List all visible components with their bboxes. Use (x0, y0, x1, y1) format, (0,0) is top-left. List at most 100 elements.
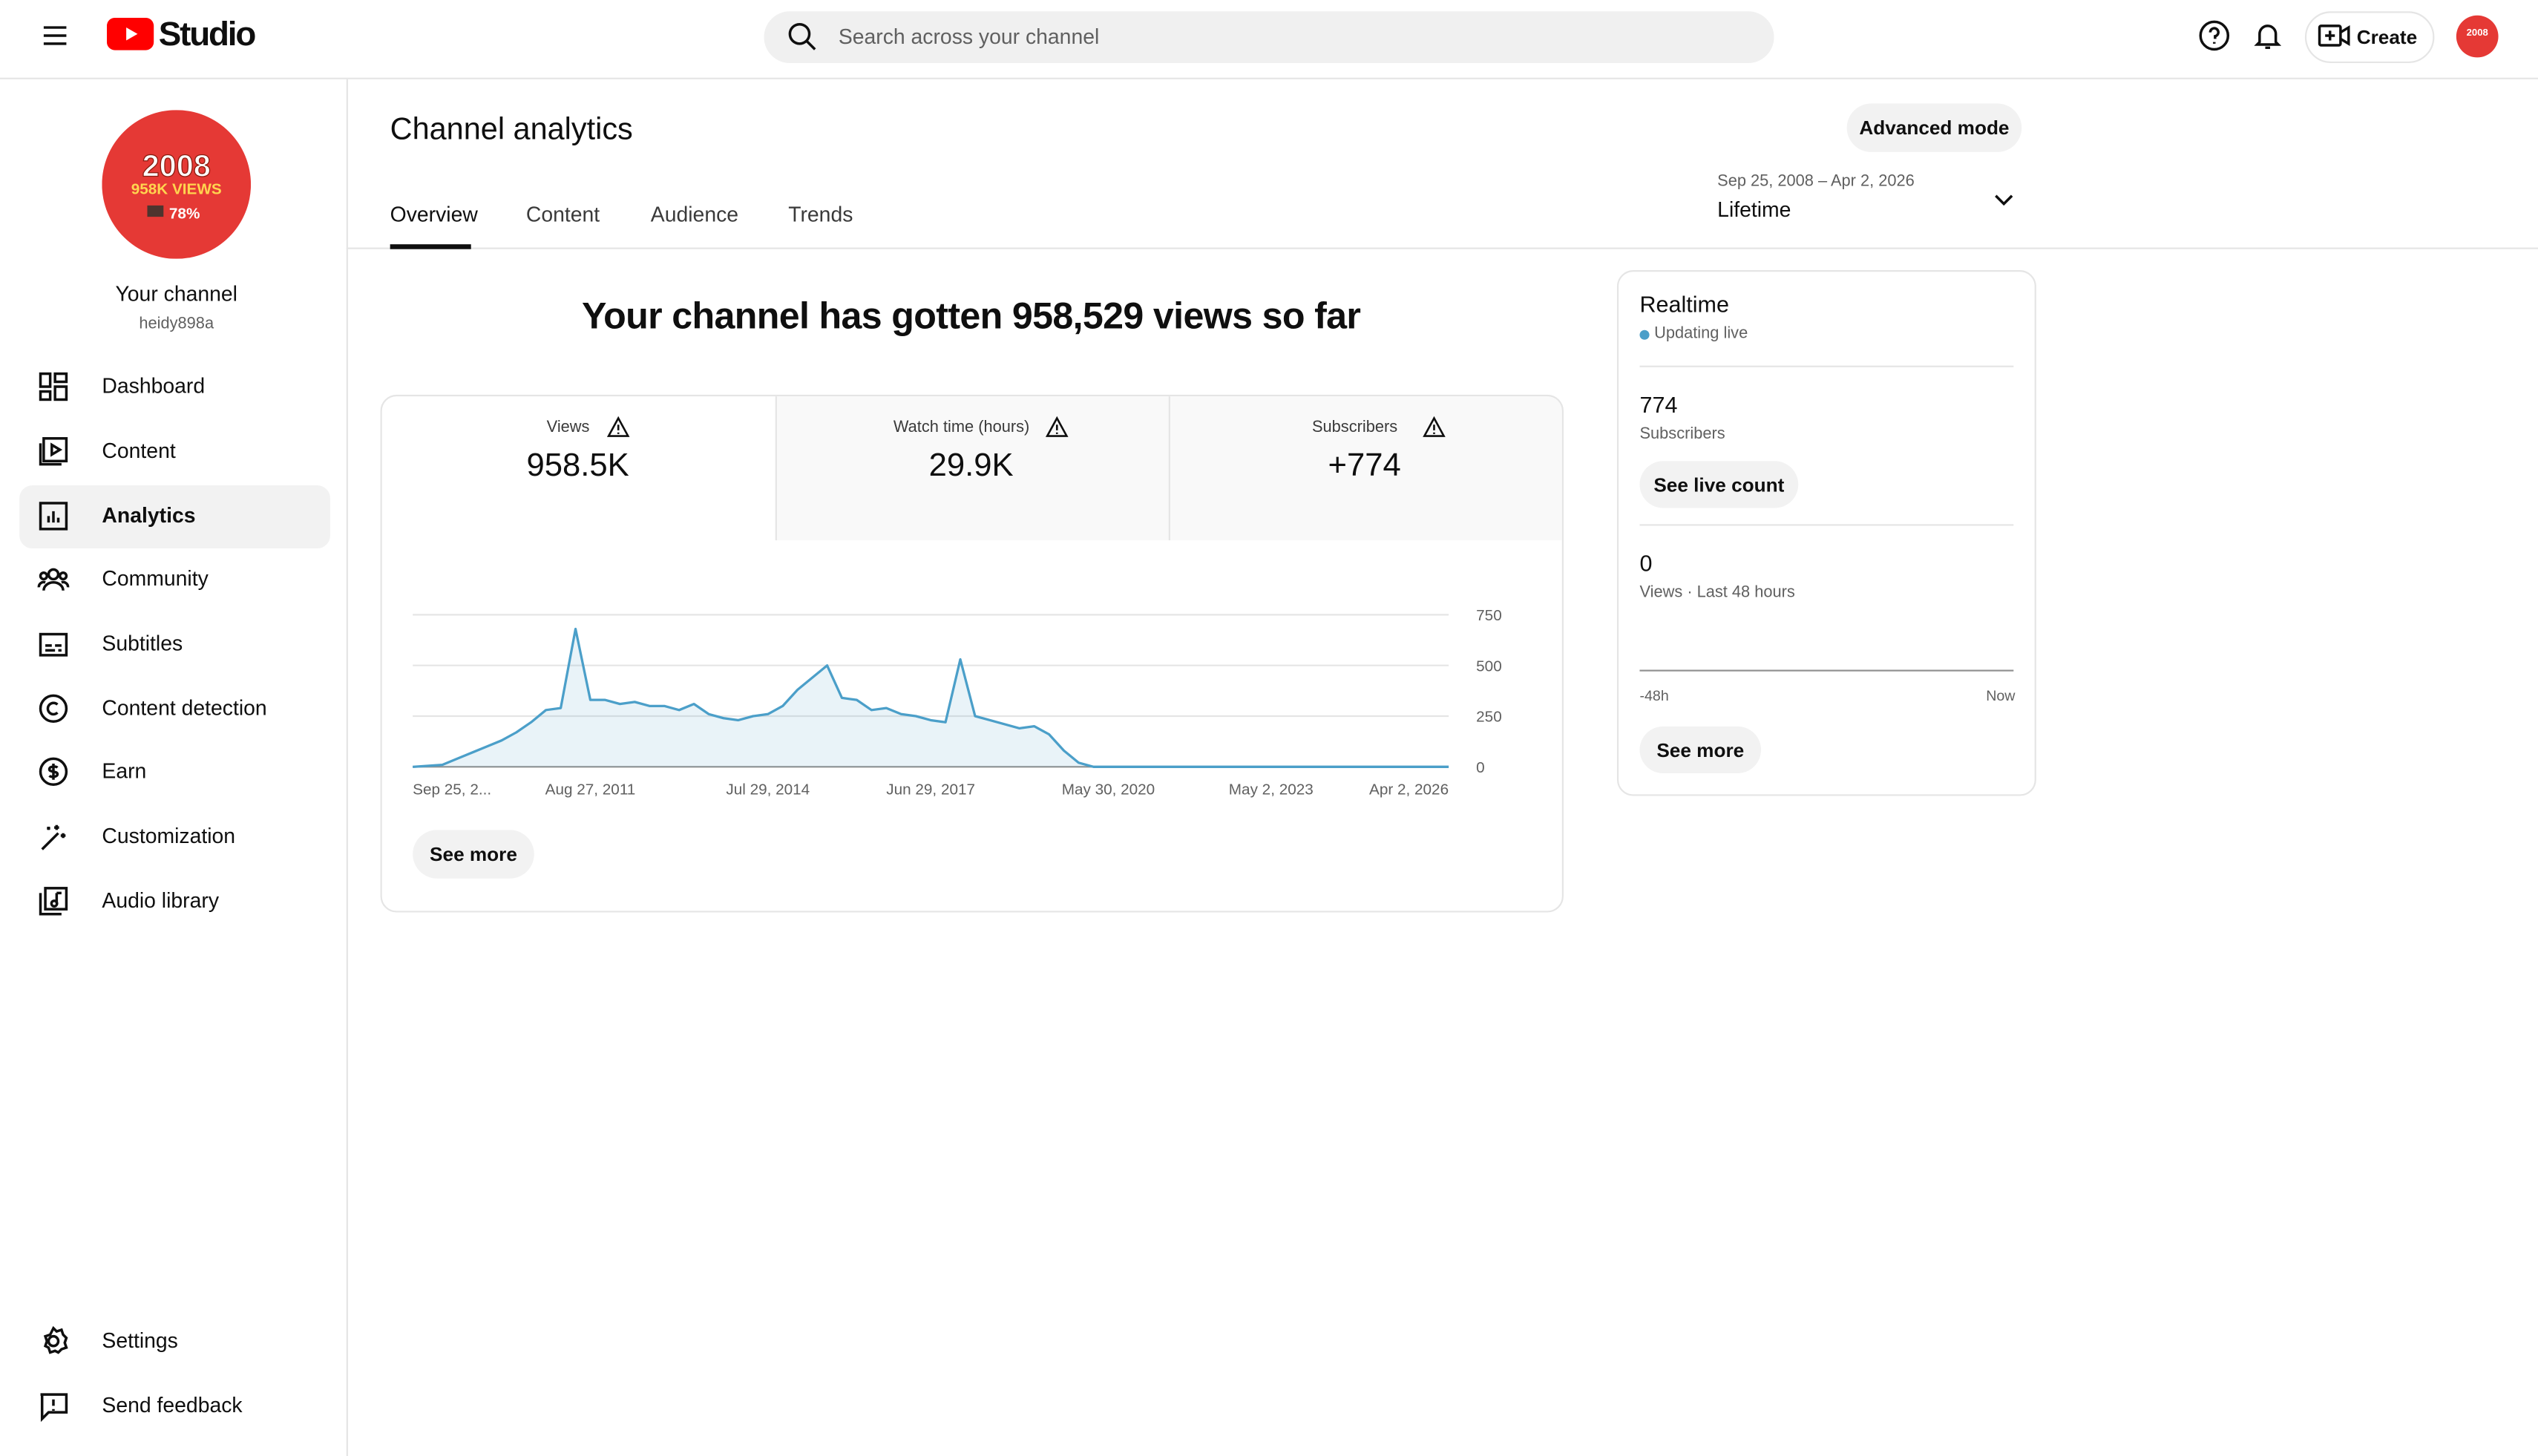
nav-item[interactable]: Send feedback (102, 1392, 243, 1417)
logo-text[interactable]: Studio (158, 16, 257, 53)
nav-icon (40, 1393, 68, 1423)
logo-icon[interactable] (106, 17, 155, 52)
x-tick-label: Aug 27, 2011 (545, 781, 636, 798)
tab[interactable]: Content (525, 202, 600, 227)
avatar-year: 2008 (142, 148, 211, 183)
avatar-views: 958K VIEWS (131, 181, 222, 198)
nav-item[interactable]: Content detection (102, 695, 267, 721)
channel-title: Your channel (115, 281, 237, 306)
help-icon[interactable] (2198, 19, 2231, 52)
tab-indicator (390, 244, 471, 249)
nav-item[interactable]: Customization (102, 823, 236, 848)
realtime-views-label: Views · Last 48 hours (1639, 583, 1795, 602)
nav-item[interactable]: Earn (102, 758, 147, 784)
tab[interactable]: Trends (788, 202, 853, 227)
nav-icon (39, 372, 68, 401)
see-more-button[interactable]: See more (413, 830, 534, 879)
account-avatar[interactable]: 2008 (2456, 15, 2499, 59)
nav-item[interactable]: Content (102, 438, 176, 463)
nav-item[interactable]: Analytics (102, 502, 196, 528)
svg-text:2008: 2008 (2467, 27, 2488, 38)
headline: Your channel has gotten 958,529 views so… (582, 294, 1361, 337)
x-tick-label: Apr 2, 2026 (1369, 781, 1449, 798)
realtime-card (1616, 270, 2036, 796)
x-tick-label: Jul 29, 2014 (726, 781, 810, 798)
warning-icon (606, 416, 630, 439)
period-dropdown[interactable] (1987, 183, 2020, 215)
views-chart: 0 250 500 750 Sep 25, 2... Aug 27, 2011 Jul 29… (413, 607, 1502, 798)
x-tick-label: Jun 29, 2017 (886, 781, 975, 798)
nav-icon (39, 632, 68, 657)
realtime-see-more-button[interactable]: See more (1639, 726, 1762, 774)
line (413, 627, 1449, 768)
x-tick-label: May 30, 2020 (1062, 781, 1155, 798)
realtime-start: -48h (1639, 687, 1669, 704)
page-title: Channel analytics (390, 113, 633, 148)
x-tick-label: Sep 25, 2... (413, 781, 491, 798)
live-dot (1639, 329, 1650, 340)
realtime-views: 0 (1639, 550, 1653, 577)
area (413, 629, 1449, 767)
create-button[interactable] (2304, 11, 2435, 64)
nav-icon (39, 502, 68, 531)
avatar-percent: 78% (169, 205, 200, 222)
divider (1639, 365, 2014, 367)
nav-item[interactable]: Settings (102, 1328, 178, 1353)
metric-value[interactable]: +774 (1328, 447, 1401, 484)
y-tick-label: 250 (1476, 709, 1502, 726)
avatar-flag (147, 205, 164, 217)
period[interactable]: Lifetime (1717, 197, 1791, 222)
metric-label[interactable]: Views (546, 419, 590, 437)
search-box[interactable] (764, 11, 1774, 64)
see-live-count-button[interactable]: See live count (1639, 461, 1799, 508)
nav-icon (39, 887, 68, 916)
search-placeholder: Search across your channel (838, 24, 1100, 49)
realtime-status: Updating live (1654, 325, 1748, 344)
nav-selected (19, 485, 330, 549)
realtime-subscribers-label: Subscribers (1639, 425, 1725, 444)
realtime-subscribers: 774 (1639, 391, 1678, 418)
channel-avatar[interactable]: 2008 958K VIEWS 78% (102, 110, 252, 259)
x-tick-label: May 2, 2023 (1229, 781, 1314, 798)
y-tick-label: 0 (1476, 759, 1485, 776)
warning-icon (1423, 416, 1446, 439)
tab[interactable]: Audience (650, 202, 739, 227)
divider (1639, 524, 2014, 526)
nav-item[interactable]: Community (102, 566, 209, 591)
tab[interactable]: Overview (390, 202, 478, 227)
tabs-border (346, 247, 2538, 249)
sidebar (0, 79, 348, 1456)
nav-item[interactable]: Subtitles (102, 631, 183, 655)
nav-icon (39, 757, 68, 787)
notifications-icon[interactable] (2252, 19, 2284, 52)
metric-value[interactable]: 29.9K (928, 447, 1014, 484)
y-tick-label: 500 (1476, 658, 1502, 675)
menu-icon[interactable] (39, 19, 71, 52)
create-icon (2318, 24, 2350, 47)
realtime-title: Realtime (1639, 291, 1729, 318)
metric-label[interactable]: Subscribers (1312, 419, 1398, 437)
channel-handle: heidy898a (139, 315, 214, 334)
nav-icon (43, 1325, 68, 1354)
warning-icon (1045, 416, 1069, 439)
metric-divider (1168, 396, 1170, 541)
realtime-baseline (1639, 669, 2014, 672)
overview-card (380, 394, 1564, 913)
create-label: Create (2356, 25, 2418, 49)
date-range[interactable]: Sep 25, 2008 – Apr 2, 2026 (1717, 173, 1915, 191)
nav-item[interactable]: Dashboard (102, 373, 206, 399)
nav-icon (39, 694, 68, 724)
metric-label[interactable]: Watch time (hours) (893, 419, 1030, 437)
top-bar (0, 0, 2538, 79)
y-tick-label: 750 (1476, 607, 1502, 624)
metric-value[interactable]: 958.5K (526, 447, 629, 484)
nav-icon (39, 437, 68, 466)
metric-divider (775, 396, 777, 541)
nav-icon (37, 568, 70, 591)
advanced-mode-button[interactable]: Advanced mode (1846, 103, 2022, 152)
nav-item[interactable]: Audio library (102, 888, 220, 913)
realtime-end: Now (1986, 687, 2016, 704)
